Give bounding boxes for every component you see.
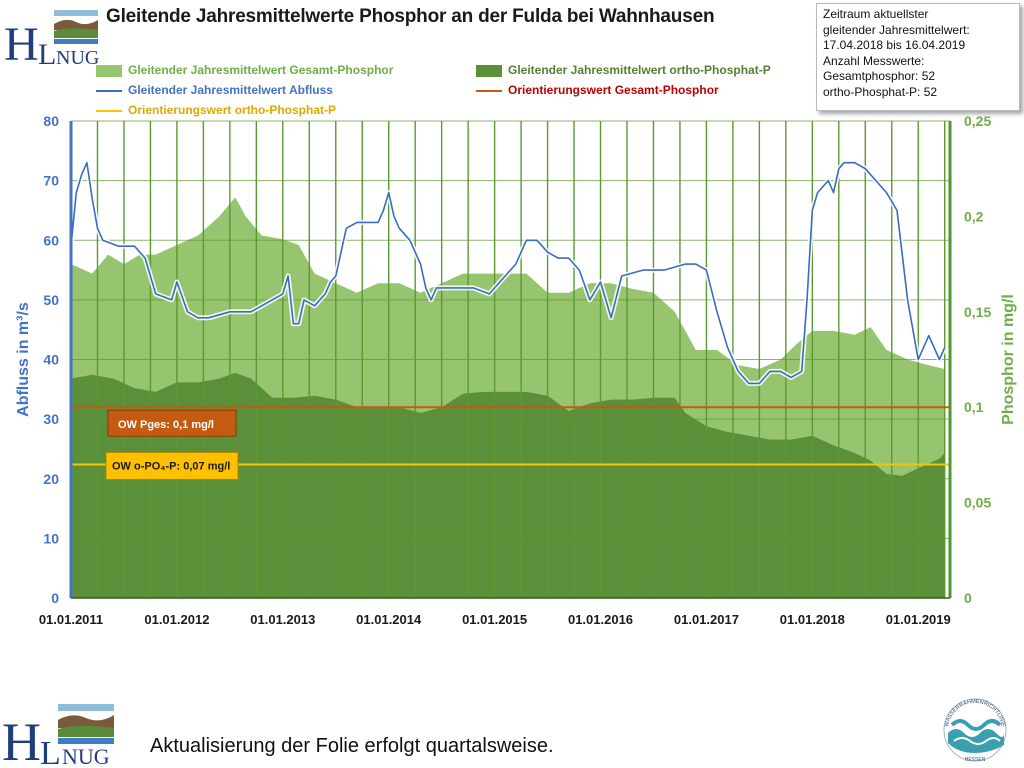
- info-line: Anzahl Messwerte:: [823, 53, 925, 68]
- ow-ortho-label-box: [105, 451, 239, 480]
- chart-title: Gleitende Jahresmittelwerte Phosphor an …: [106, 6, 715, 27]
- legend-ortho: Gleitender Jahresmittelwert ortho-Phosph…: [476, 63, 771, 77]
- legend-ow-ortho: Orientierungswert ortho-Phosphat-P: [96, 103, 336, 117]
- x-tick-label: 01.01.2014: [356, 612, 422, 627]
- info-box: Zeitraum aktuellster gleitender Jahresmi…: [816, 3, 1020, 111]
- left-axis-title: Abfluss in m³/s: [15, 302, 32, 417]
- right-axis-title: Phosphor in mg/l: [1000, 294, 1017, 425]
- left-tick-label: 30: [43, 411, 59, 427]
- logo-nug: NUG: [62, 744, 110, 766]
- ortho-phosphat-area: [71, 372, 945, 598]
- info-line: gleitender Jahresmittelwert:: [823, 22, 970, 37]
- left-tick-label: 50: [43, 292, 59, 308]
- right-tick-label: 0,15: [964, 304, 991, 320]
- hlnug-logo-footer: H L NUG: [2, 704, 114, 766]
- legend-swatch: [96, 109, 122, 112]
- ow-gesamt-label: OW Pges: 0,1 mg/l: [118, 419, 214, 431]
- seal-bottom-text: HESSEN: [965, 757, 986, 763]
- right-tick-label: 0,25: [964, 113, 991, 129]
- x-tick-label: 01.01.2011: [39, 612, 103, 627]
- left-tick-label: 10: [43, 530, 59, 546]
- legend-swatch: [96, 89, 122, 92]
- x-tick-label: 01.01.2015: [462, 612, 527, 627]
- info-line: Gesamtphosphor: 52: [823, 69, 936, 83]
- legend-swatch: [476, 89, 502, 92]
- legend-abfluss: Gleitender Jahresmittelwert Abfluss: [96, 83, 333, 97]
- legend-swatch: [96, 64, 122, 77]
- right-tick-label: 0,1: [964, 399, 984, 415]
- ow-gesamt-label-box: [107, 409, 237, 437]
- left-tick-label: 0: [51, 590, 59, 606]
- x-tick-label: 01.01.2018: [780, 612, 845, 627]
- legend-label: Gleitender Jahresmittelwert ortho-Phosph…: [508, 63, 771, 77]
- logo-letter-l: L: [40, 735, 61, 766]
- legend-label: Gleitender Jahresmittelwert Abfluss: [128, 83, 333, 97]
- info-line: Zeitraum aktuellster: [823, 7, 929, 21]
- x-tick-label: 01.01.2016: [568, 612, 633, 627]
- right-tick-label: 0,05: [964, 495, 991, 511]
- right-tick-label: 0: [964, 590, 972, 606]
- left-tick-label: 60: [43, 232, 59, 248]
- legend-swatch: [476, 64, 502, 77]
- logo-nug: NUG: [56, 47, 99, 68]
- left-tick-label: 40: [43, 352, 59, 368]
- legend-label: Orientierungswert ortho-Phosphat-P: [128, 103, 337, 117]
- ow-ortho-label: OW o-PO₄-P: 0,07 mg/l: [112, 460, 230, 472]
- legend-gesamt: Gleitender Jahresmittelwert Gesamt-Phosp…: [96, 63, 393, 77]
- x-tick-label: 01.01.2017: [674, 612, 739, 627]
- logo-letter-l: L: [38, 38, 56, 68]
- info-line: ortho-Phosphat-P: 52: [823, 84, 938, 99]
- x-tick-label: 01.01.2013: [250, 612, 315, 627]
- hlnug-logo: H L NUG: [4, 10, 99, 68]
- logo-letter-h: H: [2, 712, 41, 766]
- right-tick-label: 0,2: [964, 208, 984, 224]
- left-tick-label: 80: [43, 113, 59, 129]
- left-tick-label: 20: [43, 471, 59, 487]
- phosphor-chart: 0 10 20 30 40 50 60 70 80 0 0,05 0,1 0,15 0,2 0,25 01.0…: [15, 113, 1017, 627]
- footer-note: Aktualisierung der Folie erfolgt quartal…: [150, 735, 554, 757]
- legend-ow-gesamt: Orientierungswert Gesamt-Phosphor: [476, 83, 719, 97]
- x-tick-label: 01.01.2019: [886, 612, 951, 627]
- left-tick-label: 70: [43, 173, 59, 189]
- abfluss-line: [70, 161, 946, 385]
- logo-letter-h: H: [4, 18, 39, 68]
- x-tick-label: 01.01.2012: [144, 612, 209, 627]
- legend-label: Orientierungswert Gesamt-Phosphor: [508, 83, 719, 97]
- info-line: 17.04.2018 bis 16.04.2019: [823, 38, 966, 52]
- legend-label: Gleitender Jahresmittelwert Gesamt-Phosp…: [128, 63, 394, 77]
- wrrl-hessen-seal: WASSERRAHMENRICHTLINIE HESSEN: [943, 698, 1007, 763]
